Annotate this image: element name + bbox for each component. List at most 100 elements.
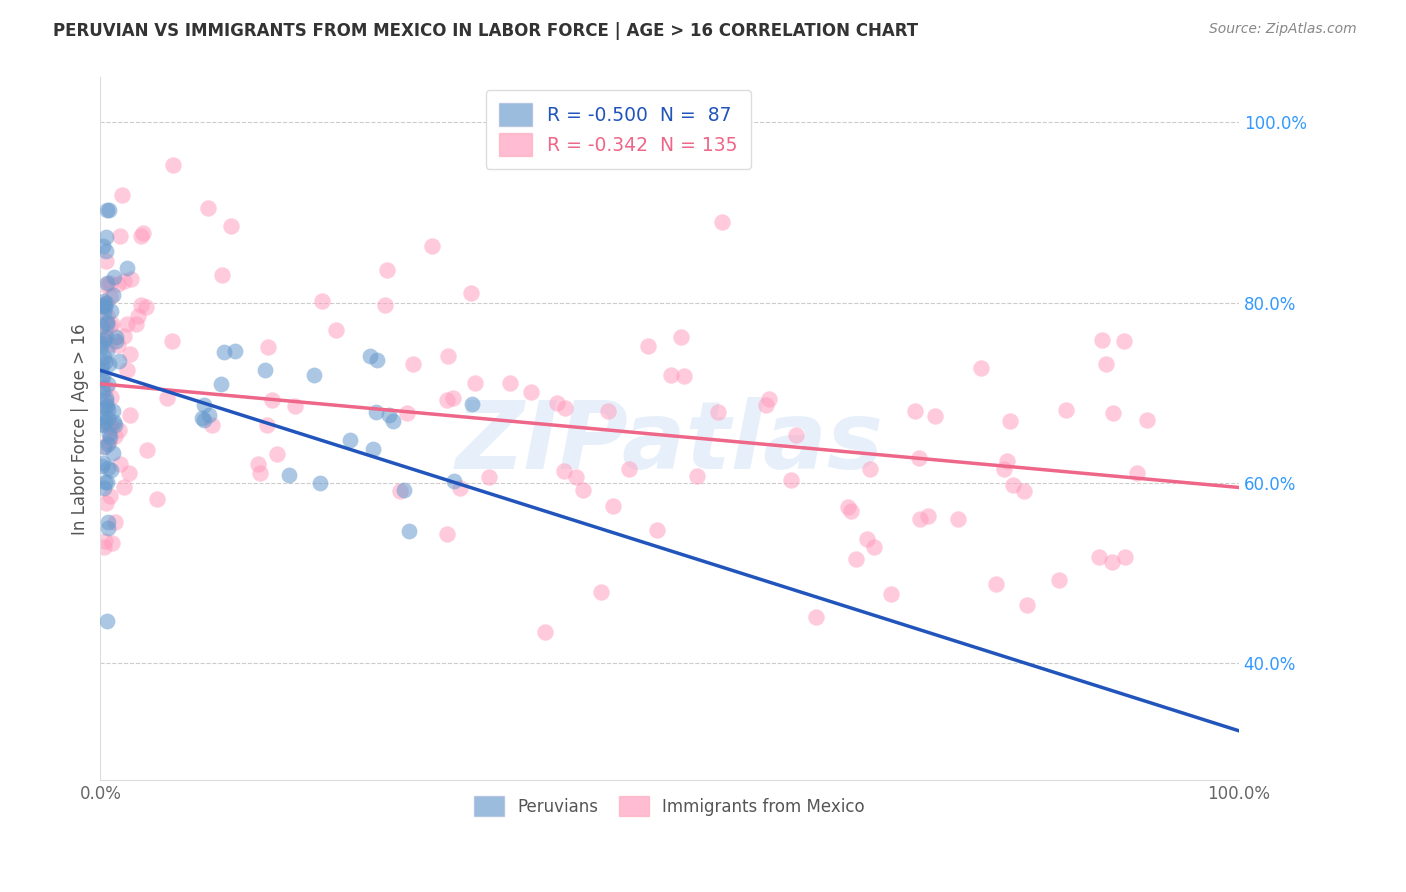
- Point: [904, 404, 927, 418]
- Point: [93, 294, 115, 309]
- Point: [97, 436, 120, 450]
- Point: [98, 489, 121, 503]
- Point: [256, 417, 278, 432]
- Point: [97, 357, 120, 371]
- Point: [461, 397, 484, 411]
- Point: [91, 410, 114, 425]
- Point: [114, 274, 136, 288]
- Point: [91, 298, 114, 312]
- Point: [100, 304, 122, 318]
- Point: [101, 536, 124, 550]
- Point: [924, 409, 946, 423]
- Point: [1054, 403, 1077, 417]
- Point: [118, 347, 141, 361]
- Point: [94, 230, 117, 244]
- Point: [91, 456, 114, 470]
- Point: [97, 434, 120, 449]
- Point: [96, 399, 118, 413]
- Point: [90, 458, 112, 473]
- Point: [602, 499, 624, 513]
- Point: [94, 381, 117, 395]
- Point: [221, 219, 243, 234]
- Point: [108, 423, 131, 437]
- Point: [91, 318, 114, 333]
- Point: [193, 398, 215, 412]
- Point: [339, 434, 361, 448]
- Point: [839, 503, 862, 517]
- Point: [1114, 334, 1136, 348]
- Point: [98, 290, 121, 304]
- Point: [1088, 549, 1111, 564]
- Point: [441, 391, 464, 405]
- Point: [105, 329, 128, 343]
- Point: [100, 390, 122, 404]
- Point: [436, 349, 458, 363]
- Point: [710, 215, 733, 229]
- Point: [97, 377, 120, 392]
- Point: [94, 296, 117, 310]
- Point: [91, 418, 114, 433]
- Point: [311, 294, 333, 309]
- Point: [254, 363, 277, 377]
- Point: [90, 336, 112, 351]
- Point: [94, 399, 117, 413]
- Point: [162, 158, 184, 172]
- Point: [249, 466, 271, 480]
- Point: [91, 380, 114, 394]
- Text: ZIPatlas: ZIPatlas: [456, 397, 883, 489]
- Point: [96, 315, 118, 329]
- Point: [910, 511, 932, 525]
- Point: [112, 480, 135, 494]
- Point: [127, 309, 149, 323]
- Point: [107, 338, 129, 352]
- Point: [91, 329, 114, 343]
- Point: [308, 475, 330, 490]
- Point: [862, 541, 884, 555]
- Point: [104, 516, 127, 530]
- Point: [1017, 598, 1039, 612]
- Point: [96, 496, 118, 510]
- Point: [98, 426, 121, 441]
- Point: [101, 288, 124, 302]
- Point: [96, 277, 118, 292]
- Point: [378, 408, 401, 422]
- Point: [519, 385, 541, 400]
- Point: [135, 301, 157, 315]
- Point: [107, 354, 129, 368]
- Point: [534, 625, 557, 640]
- Point: [97, 411, 120, 425]
- Point: [93, 384, 115, 398]
- Point: [94, 254, 117, 268]
- Point: [375, 263, 398, 277]
- Point: [198, 408, 221, 422]
- Point: [401, 357, 423, 371]
- Point: [859, 462, 882, 476]
- Point: [110, 457, 132, 471]
- Point: [266, 447, 288, 461]
- Point: [103, 418, 125, 433]
- Point: [129, 228, 152, 243]
- Point: [617, 461, 640, 475]
- Point: [94, 415, 117, 429]
- Point: [845, 552, 868, 566]
- Point: [94, 244, 117, 258]
- Point: [325, 323, 347, 337]
- Point: [460, 286, 482, 301]
- Point: [224, 343, 246, 358]
- Point: [589, 585, 612, 599]
- Point: [91, 239, 114, 253]
- Point: [499, 376, 522, 390]
- Point: [1047, 574, 1070, 588]
- Text: Source: ZipAtlas.com: Source: ZipAtlas.com: [1209, 22, 1357, 37]
- Point: [136, 442, 159, 457]
- Point: [98, 202, 121, 217]
- Point: [93, 401, 115, 416]
- Point: [98, 430, 121, 444]
- Point: [115, 318, 138, 332]
- Point: [191, 411, 214, 425]
- Point: [97, 521, 120, 535]
- Point: [93, 440, 115, 454]
- Point: [246, 458, 269, 472]
- Point: [96, 330, 118, 344]
- Point: [970, 360, 993, 375]
